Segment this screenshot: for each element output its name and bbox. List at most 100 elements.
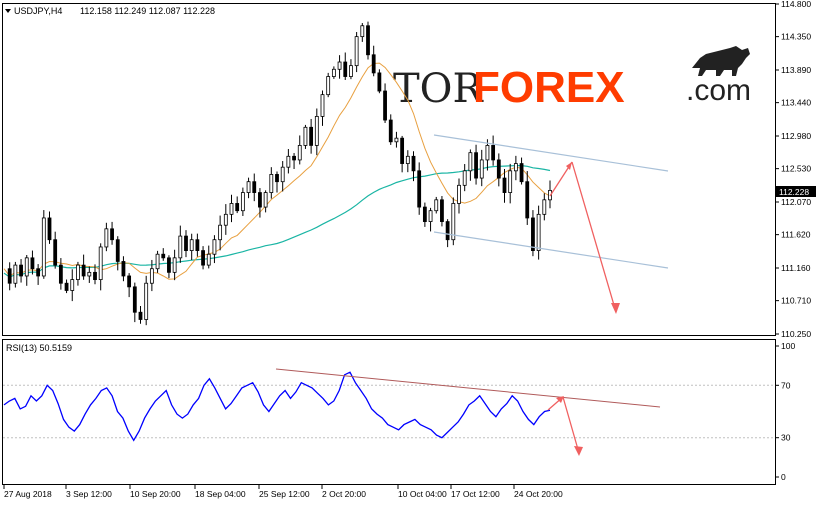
candle-body bbox=[434, 199, 439, 212]
rsi-label: RSI(13) 50.5159 bbox=[6, 343, 72, 353]
candle-body bbox=[508, 170, 513, 193]
candle-body bbox=[309, 126, 314, 146]
candle-body bbox=[263, 192, 268, 208]
candle-body bbox=[110, 228, 114, 241]
candle-body bbox=[240, 192, 245, 212]
candle-body bbox=[275, 174, 279, 183]
candle-body bbox=[98, 246, 103, 281]
candle-body bbox=[331, 68, 336, 77]
candle-body bbox=[195, 239, 200, 251]
time-tick-label: 3 Sep 12:00 bbox=[66, 489, 112, 499]
candle-body bbox=[229, 203, 234, 215]
rsi-tick-label: 30 bbox=[781, 433, 791, 443]
price-tick-label: 110.710 bbox=[781, 296, 811, 306]
candle-body bbox=[491, 145, 496, 161]
rsi-panel[interactable] bbox=[2, 339, 776, 485]
time-axis: 27 Aug 2018 3 Sep 12:00 10 Sep 20:00 18 Sep… bbox=[3, 485, 563, 499]
symbol-label: USDJPY,H4 bbox=[14, 6, 62, 16]
candle-body bbox=[121, 261, 126, 277]
price-tick-label: 110.250 bbox=[781, 329, 811, 339]
symbol-dropdown-icon[interactable] bbox=[5, 9, 11, 13]
candle-body bbox=[155, 253, 160, 270]
candle-body bbox=[440, 199, 444, 222]
candle-body bbox=[58, 264, 63, 284]
price-tick-label: 111.160 bbox=[781, 263, 811, 273]
candle-body bbox=[354, 36, 359, 67]
candle-body bbox=[400, 137, 405, 164]
candle-body bbox=[320, 94, 325, 117]
candle-body bbox=[132, 286, 137, 313]
candle-body bbox=[502, 177, 507, 193]
logo-tor-text: TOR bbox=[393, 66, 484, 112]
candle-body bbox=[235, 203, 240, 212]
rsi-tick-label: 70 bbox=[781, 380, 791, 390]
rsi-tick-label: 0 bbox=[781, 472, 786, 482]
candle-body bbox=[218, 224, 223, 241]
bull-icon bbox=[692, 46, 750, 76]
candle-body bbox=[30, 257, 35, 270]
price-axis: 114.800 114.350 113.890 113.440 112.980 112.5… bbox=[775, 0, 811, 339]
candles-group bbox=[7, 21, 552, 326]
candle-body bbox=[360, 25, 365, 38]
candle-body bbox=[513, 163, 518, 172]
candle-body bbox=[258, 192, 262, 208]
candle-body bbox=[252, 181, 257, 193]
candle-body bbox=[47, 217, 52, 241]
candle-body bbox=[212, 239, 217, 255]
candle-body bbox=[457, 184, 461, 204]
candle-body bbox=[115, 239, 120, 262]
candle-body bbox=[64, 282, 69, 291]
candle-body bbox=[531, 217, 535, 251]
forecast-arrows bbox=[549, 161, 620, 314]
price-panel[interactable] bbox=[2, 3, 776, 336]
candle-body bbox=[349, 65, 353, 77]
candle-body bbox=[536, 213, 541, 251]
price-tick-label: 112.980 bbox=[781, 131, 811, 141]
candle-body bbox=[201, 250, 205, 266]
candle-body bbox=[428, 210, 433, 222]
candle-body bbox=[36, 268, 41, 277]
price-tick-label: 112.530 bbox=[781, 164, 811, 174]
candle-body bbox=[24, 257, 29, 277]
candle-body bbox=[167, 257, 171, 273]
channel-line bbox=[433, 231, 669, 269]
current-price-text: 112.228 bbox=[779, 187, 809, 197]
rsi-annotations bbox=[275, 368, 661, 456]
candle-body bbox=[223, 213, 228, 226]
candle-body bbox=[343, 61, 348, 77]
candle-body bbox=[496, 159, 501, 179]
candle-body bbox=[405, 155, 410, 164]
candle-body bbox=[87, 271, 92, 277]
candle-body bbox=[269, 174, 274, 193]
candle-body bbox=[292, 155, 296, 161]
candle-body bbox=[468, 152, 473, 172]
time-tick-label: 17 Oct 12:00 bbox=[451, 489, 500, 499]
candle-body bbox=[19, 264, 23, 277]
candle-body bbox=[161, 253, 166, 259]
time-tick-label: 18 Sep 04:00 bbox=[195, 489, 246, 499]
candle-body bbox=[383, 90, 387, 121]
candle-body bbox=[371, 54, 376, 74]
candle-body bbox=[542, 199, 547, 215]
candle-body bbox=[144, 282, 149, 320]
price-tick-label: 113.890 bbox=[781, 65, 811, 75]
logo-forex-text: FOREX bbox=[473, 63, 625, 112]
candle-body bbox=[104, 228, 109, 248]
candle-body bbox=[388, 119, 393, 143]
arrow-up-head-icon bbox=[566, 162, 572, 170]
candle-body bbox=[417, 170, 422, 208]
time-tick-label: 27 Aug 2018 bbox=[4, 489, 52, 499]
candle-body bbox=[485, 145, 490, 161]
candle-body bbox=[138, 311, 143, 320]
candle-body bbox=[178, 235, 183, 259]
candle-body bbox=[206, 253, 211, 266]
price-tick-label: 113.440 bbox=[781, 98, 811, 108]
arrow-down-head-icon bbox=[611, 303, 620, 314]
candle-body bbox=[525, 181, 530, 219]
candle-body bbox=[76, 264, 80, 281]
candle-body bbox=[366, 25, 370, 56]
candle-body bbox=[149, 268, 154, 284]
channel-line bbox=[433, 134, 669, 172]
candle-body bbox=[337, 61, 342, 70]
